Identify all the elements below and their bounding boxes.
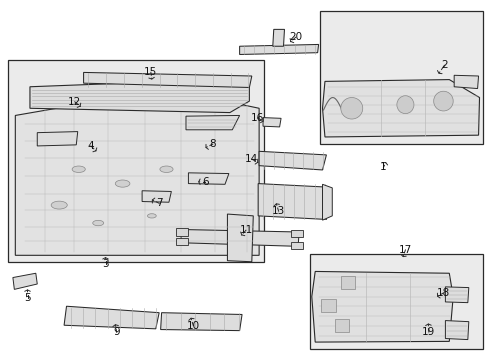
Polygon shape (83, 72, 251, 87)
Ellipse shape (340, 98, 362, 119)
Text: 18: 18 (436, 288, 449, 298)
Polygon shape (37, 132, 78, 146)
Polygon shape (259, 151, 326, 170)
Text: 6: 6 (202, 177, 208, 187)
Text: 15: 15 (144, 67, 157, 77)
Text: 11: 11 (239, 225, 252, 235)
Text: 2: 2 (440, 60, 447, 70)
Text: 20: 20 (288, 32, 302, 42)
Text: 1: 1 (379, 162, 386, 172)
Ellipse shape (115, 180, 130, 187)
Polygon shape (15, 101, 259, 255)
Ellipse shape (93, 220, 103, 226)
Bar (321, 299, 335, 312)
Polygon shape (64, 306, 159, 329)
Polygon shape (13, 273, 37, 289)
Bar (176, 238, 188, 245)
Ellipse shape (433, 91, 452, 111)
Bar (8, 60, 264, 262)
Polygon shape (227, 214, 253, 262)
Polygon shape (453, 75, 478, 89)
Text: 17: 17 (398, 245, 411, 255)
Bar (320, 12, 483, 144)
Text: 8: 8 (209, 139, 216, 149)
Text: 19: 19 (421, 327, 434, 337)
Text: 3: 3 (102, 259, 109, 269)
Polygon shape (185, 116, 239, 130)
Ellipse shape (396, 96, 413, 114)
Polygon shape (263, 118, 281, 127)
Text: 10: 10 (186, 321, 200, 330)
Polygon shape (181, 229, 299, 246)
Ellipse shape (72, 166, 85, 172)
Polygon shape (322, 184, 331, 220)
Polygon shape (30, 81, 249, 113)
Bar (176, 228, 188, 235)
Polygon shape (142, 191, 171, 202)
Polygon shape (258, 184, 328, 220)
Text: 14: 14 (244, 154, 258, 164)
Polygon shape (445, 287, 468, 303)
Polygon shape (272, 30, 284, 46)
Bar (310, 253, 483, 348)
Bar (334, 319, 348, 332)
Text: 13: 13 (271, 206, 285, 216)
Polygon shape (160, 313, 242, 330)
Bar (340, 276, 354, 289)
Polygon shape (188, 173, 228, 184)
Polygon shape (445, 320, 468, 339)
Bar (290, 230, 303, 237)
Ellipse shape (147, 214, 156, 218)
Text: 5: 5 (24, 293, 31, 303)
Text: 9: 9 (113, 327, 120, 337)
Text: 7: 7 (156, 198, 162, 208)
Text: 12: 12 (68, 97, 81, 107)
Text: 4: 4 (87, 141, 94, 151)
Polygon shape (311, 271, 452, 342)
Polygon shape (322, 80, 479, 137)
Ellipse shape (160, 166, 173, 172)
Text: 16: 16 (250, 113, 264, 123)
Bar (290, 242, 303, 249)
Polygon shape (239, 44, 318, 54)
Ellipse shape (51, 201, 67, 209)
